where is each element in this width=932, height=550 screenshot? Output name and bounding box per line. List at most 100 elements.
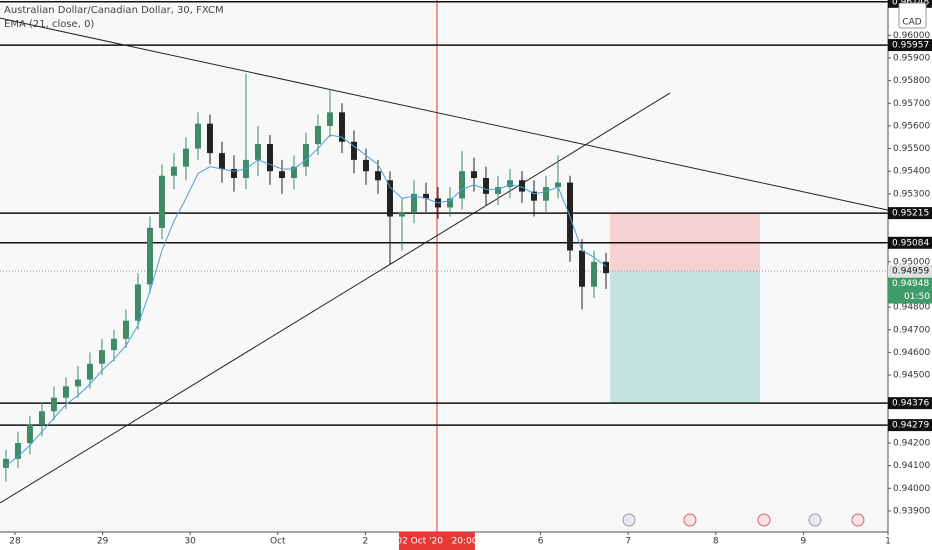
candle-body (519, 180, 526, 192)
candle-body (254, 144, 261, 160)
x-tick-label: 30 (184, 537, 196, 547)
candle-body (459, 171, 466, 199)
x-tick-label: 1 (885, 537, 891, 547)
plot-area (0, 0, 889, 532)
stop-zone (609, 213, 761, 271)
candle-body (483, 178, 490, 194)
target-zone (609, 270, 761, 404)
currency-box[interactable] (898, 2, 927, 29)
x-tick-label: 28 (9, 537, 21, 547)
candle-body (603, 261, 610, 274)
cursor-label: 02 Oct '20 20:00 (396, 537, 477, 547)
y-tick-label: 0.95300 (893, 189, 930, 199)
level-label: 0.94376 (892, 399, 929, 409)
x-tick-label: 7 (625, 537, 631, 547)
x-tick-label: 8 (713, 537, 719, 547)
x-tick-label: 6 (538, 537, 544, 547)
candle-body (422, 193, 429, 199)
y-tick-label: 0.94500 (893, 371, 930, 381)
candle-body (146, 227, 153, 285)
candle-body (579, 250, 586, 287)
event-icon[interactable] (622, 513, 636, 527)
candle-body (26, 424, 33, 443)
event-icon[interactable] (757, 513, 771, 527)
candle-body (62, 386, 69, 398)
candle-body (338, 112, 345, 142)
candle-body (302, 144, 309, 167)
candle-body (362, 159, 369, 172)
candle-body (2, 458, 9, 468)
x-tick-label: 29 (97, 537, 109, 547)
cursor-label-box (398, 532, 475, 550)
x-tick-label: 2 (363, 537, 369, 547)
level-label: 0.95084 (892, 238, 929, 248)
trend-line (0, 17, 889, 211)
candle-body (398, 211, 405, 217)
y-tick-label: 0.96000 (893, 31, 930, 41)
y-tick-label: 0.95900 (893, 53, 930, 63)
event-icon[interactable] (851, 513, 865, 527)
y-tick-label: 0.95400 (893, 167, 930, 177)
y-tick-label: 0.94100 (893, 461, 930, 471)
level-label-box (888, 236, 932, 249)
candle-body (38, 411, 45, 425)
candle-body (50, 397, 57, 412)
level-label-box (888, 39, 932, 52)
y-tick-label: 0.94000 (893, 484, 930, 494)
candle-body (278, 171, 285, 179)
current-price-label: 0.94959 (892, 267, 929, 277)
y-tick-label: 0.95000 (893, 257, 930, 267)
candle-body (74, 379, 81, 387)
axes: 0.93900 0.94000 0.94100 0.94200 0.94500 0.946… (9, 0, 932, 550)
level-label-box (888, 207, 932, 220)
level-label-box (888, 397, 932, 410)
y-tick-label: 0.95700 (893, 99, 930, 109)
level-label: 0.95957 (892, 41, 929, 51)
y-tick-label: 0.93900 (893, 506, 930, 516)
candle-body (326, 112, 333, 126)
candle-body (374, 171, 381, 181)
candle-body (507, 180, 514, 188)
candle-body (134, 284, 141, 321)
y-tick-label: 0.94800 (893, 303, 930, 313)
y-tick-label: 0.95800 (893, 76, 930, 86)
x-tick-label: Oct (270, 537, 286, 547)
candle-body (206, 123, 213, 154)
candle-body (158, 175, 165, 228)
candle-body (122, 320, 129, 339)
ema-line (5, 134, 607, 467)
candle-body (266, 144, 273, 172)
last-price-box (888, 277, 932, 304)
level-label: 0.95215 (892, 209, 929, 219)
candle-body (447, 198, 454, 208)
candle-body (218, 153, 225, 169)
candle-body (98, 350, 105, 364)
candle-body (14, 442, 21, 459)
currency-label[interactable]: CAD (902, 18, 921, 28)
candle-body (591, 261, 598, 287)
level-label-box (888, 419, 932, 432)
candle-body (410, 193, 417, 212)
candle-body (110, 338, 117, 351)
event-icons (622, 513, 865, 527)
candle-body (555, 182, 562, 188)
event-icon[interactable] (808, 513, 822, 527)
current-price-box (888, 265, 932, 278)
candle-body (350, 141, 357, 160)
candle-body (531, 191, 538, 201)
x-tick-label: 9 (801, 537, 807, 547)
indicator-label: EMA (21, close, 0) (4, 19, 94, 30)
candle-body (290, 166, 297, 179)
last-price-label: 0.94948 (892, 279, 929, 289)
candle-body (495, 187, 502, 194)
candle-body (170, 166, 177, 176)
y-tick-label: 0.94600 (893, 348, 930, 358)
candle-body (314, 125, 321, 145)
event-icon[interactable] (683, 513, 697, 527)
candle-body (386, 180, 393, 217)
countdown-label: 01:50 (904, 292, 930, 302)
candle-body (543, 187, 550, 201)
level-label: 0.94279 (892, 421, 929, 431)
